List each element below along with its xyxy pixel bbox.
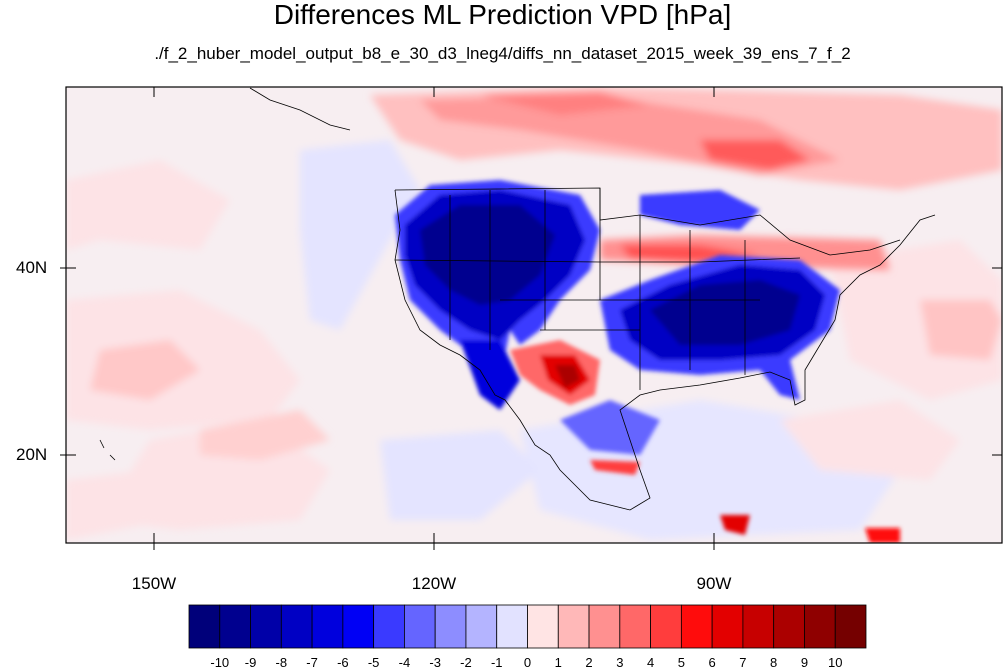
map-field [66,87,1002,543]
colorbar-tick-label: 10 [827,655,843,670]
chart-title: Differences ML Prediction VPD [hPa] [273,0,732,30]
colorbar-swatch [188,604,221,649]
field-pale-regions [66,140,1002,540]
colorbar-tick-label: 2 [585,655,593,670]
colorbar-swatch [373,604,405,649]
chart-subtitle: ./f_2_huber_model_output_b8_e_30_d3_lneg… [154,44,851,63]
colorbar-tick-label: -5 [367,655,380,670]
map-boundaries [99,87,936,511]
colorbar-swatch [250,604,282,649]
colorbar-tick-label: 3 [616,655,624,670]
colorbar-swatch [680,604,713,649]
colorbar-tick-label: 5 [677,655,685,670]
lon-label-150w: 150W [131,574,177,593]
colorbar-swatch [465,604,498,649]
map-frame [65,86,1003,544]
colorbar-swatch [742,604,775,649]
colorbar-swatch [650,604,682,649]
map-outer-ticks [60,267,715,550]
colorbar-swatch [311,604,344,649]
colorbar-swatch [219,604,251,649]
lon-label-90w: 90W [696,574,732,593]
field-east-negative [560,190,840,455]
colorbar-tick-label: 0 [523,655,532,670]
colorbar-tick-label: -1 [490,655,503,670]
colorbar-swatch [527,604,559,649]
colorbar-swatch [773,604,805,649]
colorbar-tick-label: 9 [800,655,809,670]
colorbar-swatch [404,604,436,649]
colorbar-swatch [280,604,313,649]
colorbar-tick-label: -8 [275,655,288,670]
map-ticks [66,87,1002,543]
colorbar-tick-label: -2 [460,655,472,670]
colorbar-tick-label: 8 [770,655,778,670]
field-texas-positive [510,340,900,543]
colorbar-tick-label: 7 [739,655,747,670]
colorbar-tick-label: 6 [708,655,716,670]
colorbar-swatch [496,604,528,649]
colorbar-tick-label: -3 [429,655,441,670]
lat-label-20n: 20N [16,445,48,464]
colorbar-swatch [619,604,651,649]
lon-label-120w: 120W [411,574,457,593]
colorbar-tick-label: -9 [244,655,257,670]
colorbar-swatch [342,604,375,649]
colorbar-tick-label: 1 [554,655,562,670]
lat-label-40n: 40N [16,258,48,277]
colorbar-swatch [711,604,744,649]
colorbar-tick-label: -6 [337,655,349,670]
colorbar-tick-label: -4 [398,655,411,670]
colorbar-tick-label: 4 [646,655,655,670]
colorbar-swatch [557,604,590,649]
colorbar-swatch [834,604,867,649]
colorbar-swatch [588,604,621,649]
colorbar-tick-label: -7 [306,655,318,670]
colorbar-swatch [434,604,467,649]
colorbar-tick-label: -10 [210,655,230,670]
colorbar [188,604,867,649]
colorbar-swatch [804,604,836,649]
